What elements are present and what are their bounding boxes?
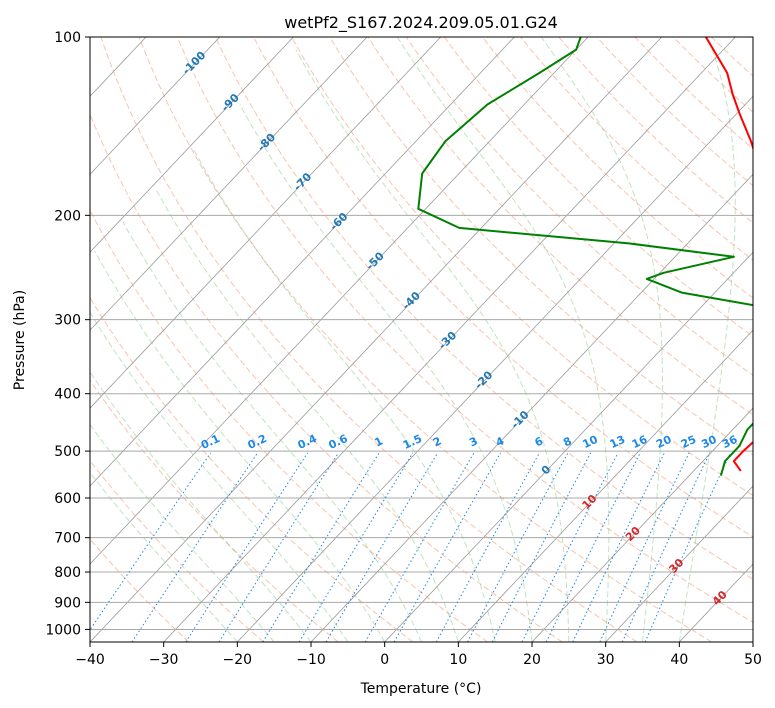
dry-adiabat-line <box>138 37 712 642</box>
dry-adiabat-line <box>558 37 753 224</box>
dry-adiabat-line <box>520 37 753 261</box>
x-tick-label: 20 <box>523 652 541 668</box>
y-tick-label: 900 <box>54 595 81 611</box>
moist-adiabat-line <box>94 251 386 642</box>
isotherm-line <box>90 37 442 409</box>
mixing-ratio-label: 30 <box>699 433 719 451</box>
x-tick-label: −10 <box>296 652 326 668</box>
x-tick-label: −40 <box>75 652 105 668</box>
mixing-ratio-line <box>364 452 475 642</box>
isotherm-line <box>458 329 753 642</box>
y-tick-label: 800 <box>54 565 81 581</box>
y-tick-label: 100 <box>54 30 81 46</box>
mixing-ratio-label: 16 <box>630 433 650 451</box>
x-tick-label: 40 <box>670 652 688 668</box>
dry-adiabat-line <box>596 37 753 187</box>
x-tick-label: −20 <box>223 652 253 668</box>
y-tick-label: 400 <box>54 387 81 403</box>
mixing-ratio-label: 36 <box>720 433 740 451</box>
isotherm-line <box>310 173 753 642</box>
dry-adiabat-line <box>214 37 753 580</box>
mixing-ratio-line <box>325 452 439 642</box>
mixing-ratio-label: 10 <box>580 433 600 451</box>
mixing-ratio-line <box>621 452 711 642</box>
mixing-ratio-line <box>393 452 501 642</box>
isotherm-line <box>237 95 753 642</box>
x-tick-label: 0 <box>380 652 389 668</box>
y-tick-label: 200 <box>54 208 81 224</box>
background-lines <box>90 37 753 642</box>
x-tick-label: −30 <box>149 652 179 668</box>
dry-adiabat-line <box>100 37 638 642</box>
isotherm-line <box>605 485 753 642</box>
dry-adiabat-line <box>90 459 264 642</box>
mixing-ratio-line <box>185 452 309 642</box>
x-tick-label: 50 <box>744 652 762 668</box>
plot-area <box>90 37 753 642</box>
x-tick-label: 30 <box>597 652 615 668</box>
dry-adiabat-line <box>176 37 753 623</box>
mixing-ratio-label: 20 <box>654 433 674 451</box>
dry-adiabat-line <box>405 37 753 376</box>
moist-adiabat-line <box>295 49 570 642</box>
moist-adiabat-line <box>154 187 459 642</box>
profile-lines <box>417 37 753 476</box>
dry-adiabat-line <box>90 296 414 642</box>
isotherm-line <box>163 37 736 642</box>
isotherm-line <box>90 37 294 253</box>
moist-adiabat-line <box>396 37 610 642</box>
plot-frame <box>89 36 754 643</box>
dry-adiabat-line <box>291 37 753 497</box>
mixing-ratio-line <box>131 452 258 642</box>
mixing-ratio-line <box>572 452 665 642</box>
isotherm-line <box>90 37 221 175</box>
y-tick-label: 300 <box>54 313 81 329</box>
y-axis: 1000 900 800 700 600 500 400 300 200 100 <box>45 30 90 638</box>
mixing-ratio-line <box>599 452 690 642</box>
isotherm-line <box>90 37 515 487</box>
isotherm-line <box>384 251 753 642</box>
y-tick-label: 700 <box>54 531 81 547</box>
moist-adiabat-line <box>90 471 238 642</box>
mixing-ratio-line <box>218 452 339 642</box>
mixing-ratio-line <box>521 452 619 642</box>
mixing-ratio-line <box>262 452 380 642</box>
moist-adiabat-line <box>122 221 422 642</box>
moist-adiabat-line <box>90 311 349 642</box>
dewpoint-profile <box>417 37 753 476</box>
dry-adiabat-line <box>329 37 753 456</box>
chart-title: wetPf2_S167.2024.209.05.01.G24 <box>284 13 558 33</box>
x-tick-label: 10 <box>449 652 467 668</box>
mixing-ratio-line <box>298 452 414 642</box>
dry-adiabat-line <box>90 112 563 642</box>
mixing-ratio-line <box>644 452 731 642</box>
isotherm-line <box>531 407 753 642</box>
y-tick-label: 1000 <box>45 622 81 638</box>
x-axis-label: Temperature (°C) <box>360 681 482 697</box>
isotherm-line <box>90 37 663 642</box>
y-axis-label: Pressure (hPa) <box>12 290 28 390</box>
x-axis: −40 −30 −20 −10 0 10 20 30 40 50 <box>75 642 762 668</box>
moist-adiabat-line <box>90 371 312 642</box>
y-tick-label: 500 <box>54 444 81 460</box>
mixing-ratio-line <box>491 452 592 642</box>
dry-adiabat-line <box>443 37 753 337</box>
dry-adiabat-line <box>367 37 753 416</box>
isotherm-line <box>90 37 368 331</box>
dry-adiabat-line <box>634 37 753 150</box>
mixing-ratio-line <box>545 452 641 642</box>
dry-adiabat-line <box>90 538 190 642</box>
moist-adiabat-line <box>239 104 533 642</box>
moist-adiabat-line <box>540 37 663 642</box>
moist-adiabat-line <box>678 37 736 642</box>
mixing-ratio-label: 13 <box>608 433 627 451</box>
temperature-profile <box>705 37 753 472</box>
mixing-ratio-label: 25 <box>679 433 698 451</box>
isotherm-line <box>90 37 589 565</box>
dry-adiabat-line <box>482 37 753 299</box>
y-tick-label: 600 <box>54 491 81 507</box>
